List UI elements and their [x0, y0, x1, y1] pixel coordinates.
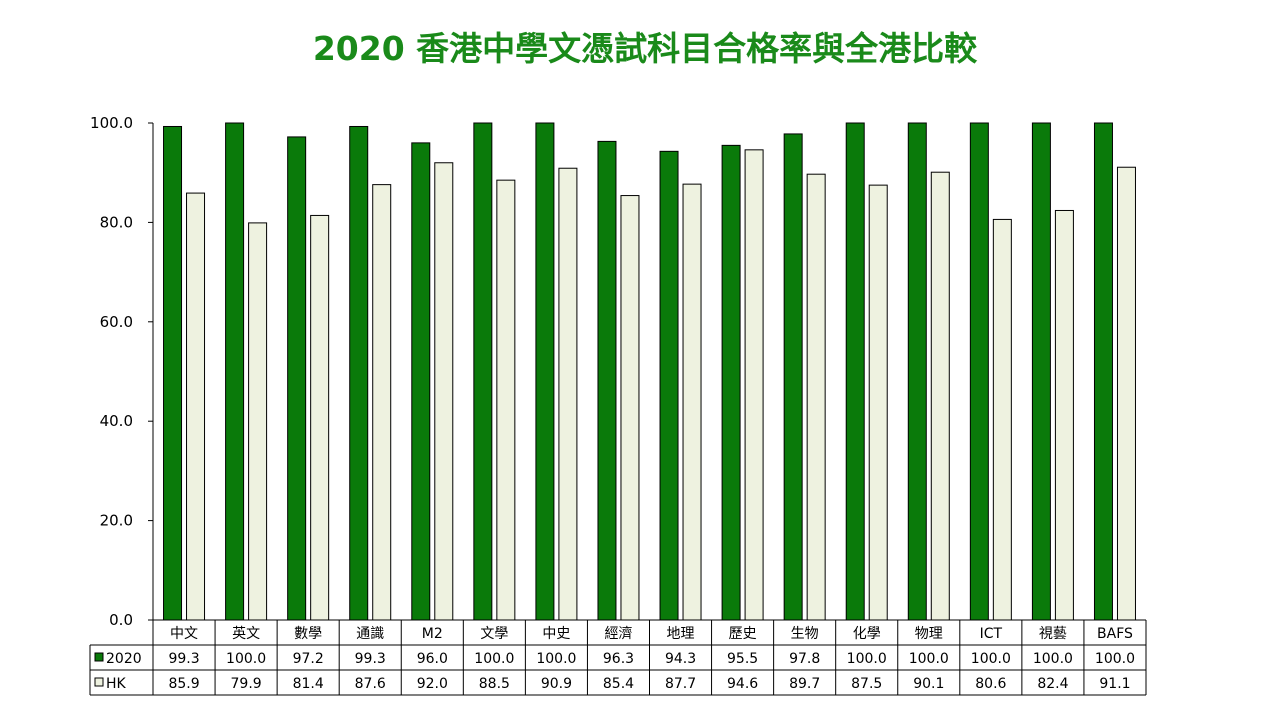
chart-title: 2020 香港中學文憑試科目合格率與全港比較	[312, 29, 978, 68]
bar-2020	[163, 125, 183, 621]
data-label: 92.0	[417, 676, 448, 692]
data-label: 100.0	[226, 651, 266, 667]
bar-2020	[473, 122, 493, 621]
data-label: 88.5	[479, 676, 510, 692]
y-tick-label: 100.0	[90, 114, 133, 132]
x-tick-label: 文學	[480, 626, 508, 642]
y-tick-label: 40.0	[100, 412, 133, 430]
x-tick-label: 英文	[232, 625, 260, 642]
bar-hk	[496, 179, 516, 621]
y-tick-label: 0.0	[109, 611, 133, 629]
x-tick-label: 通識	[356, 626, 384, 642]
bar-hk	[248, 222, 268, 621]
data-label: 95.5	[727, 651, 758, 667]
bar-2020	[287, 136, 307, 621]
data-label: 91.1	[1099, 676, 1130, 692]
data-label: 100.0	[971, 651, 1011, 667]
data-label: 80.6	[975, 676, 1006, 692]
bar-2020	[783, 133, 803, 621]
legend-label-2020: 2020	[106, 651, 142, 667]
bar-2020	[535, 122, 555, 621]
legend-label-hk: HK	[106, 676, 127, 692]
bar-2020	[1093, 122, 1113, 621]
data-label: 99.3	[355, 651, 386, 667]
bar-hk	[310, 214, 330, 621]
x-tick-label: 視藝	[1039, 626, 1067, 642]
legend-key-hk	[94, 677, 104, 687]
x-tick-label: 數學	[294, 626, 322, 642]
data-label: 79.9	[231, 676, 262, 692]
bar-hk	[682, 183, 702, 621]
data-label: 100.0	[909, 651, 949, 667]
x-tick-label: 化學	[853, 626, 881, 642]
x-tick-label: 中文	[170, 626, 198, 642]
bar-2020	[907, 122, 927, 621]
bar-hk	[434, 162, 454, 621]
data-label: 85.4	[603, 676, 634, 692]
bar-2020	[1031, 122, 1051, 621]
data-label: 89.7	[789, 676, 820, 692]
bar-2020	[659, 150, 679, 621]
data-label: 94.6	[727, 676, 758, 692]
bar-2020	[845, 122, 865, 621]
x-tick-label: 物理	[915, 626, 943, 642]
data-label: 100.0	[536, 651, 576, 667]
data-label: 96.3	[603, 651, 634, 667]
bar-2020	[225, 122, 245, 621]
bar-2020	[411, 142, 431, 621]
bar-hk	[1116, 166, 1136, 621]
bar-hk	[992, 218, 1012, 621]
data-label: 100.0	[1033, 651, 1073, 667]
x-tick-label: M2	[422, 626, 443, 642]
data-label: 100.0	[474, 651, 514, 667]
data-label: 82.4	[1037, 676, 1068, 692]
bar-2020	[969, 122, 989, 621]
bar-hk	[186, 192, 206, 621]
data-label: 94.3	[665, 651, 696, 667]
x-tick-label: 生物	[791, 626, 819, 642]
x-tick-label: 地理	[667, 626, 695, 642]
bar-hk	[558, 167, 578, 621]
x-tick-label: BAFS	[1097, 626, 1133, 642]
y-tick-label: 80.0	[100, 213, 133, 231]
data-label: 87.5	[851, 676, 882, 692]
bar-hk	[930, 171, 950, 621]
y-tick-label: 20.0	[100, 512, 133, 530]
data-label: 90.1	[913, 676, 944, 692]
data-label: 100.0	[1095, 651, 1135, 667]
data-label: 97.8	[789, 651, 820, 667]
bar-hk	[868, 184, 888, 621]
x-tick-label: 歷史	[729, 626, 757, 642]
bar-hk	[372, 184, 392, 621]
x-tick-label: ICT	[980, 626, 1003, 642]
bar-hk	[620, 195, 640, 621]
y-tick-label: 60.0	[100, 313, 133, 331]
data-label: 96.0	[417, 651, 448, 667]
data-label: 85.9	[168, 676, 199, 692]
bar-2020	[721, 144, 741, 621]
data-label: 90.9	[541, 676, 572, 692]
bar-2020	[597, 140, 617, 621]
legend-key-2020	[94, 652, 104, 662]
data-label: 97.2	[293, 651, 324, 667]
x-tick-label: 經濟	[604, 626, 632, 642]
data-label: 81.4	[293, 676, 324, 692]
bar-hk	[744, 149, 764, 621]
data-label: 100.0	[847, 651, 887, 667]
data-label: 87.6	[355, 676, 386, 692]
data-label: 87.7	[665, 676, 696, 692]
bar-2020	[349, 125, 369, 621]
bar-hk	[1054, 209, 1074, 621]
bar-hk	[806, 173, 826, 621]
data-label: 99.3	[168, 651, 199, 667]
x-tick-label: 中史	[542, 626, 570, 642]
